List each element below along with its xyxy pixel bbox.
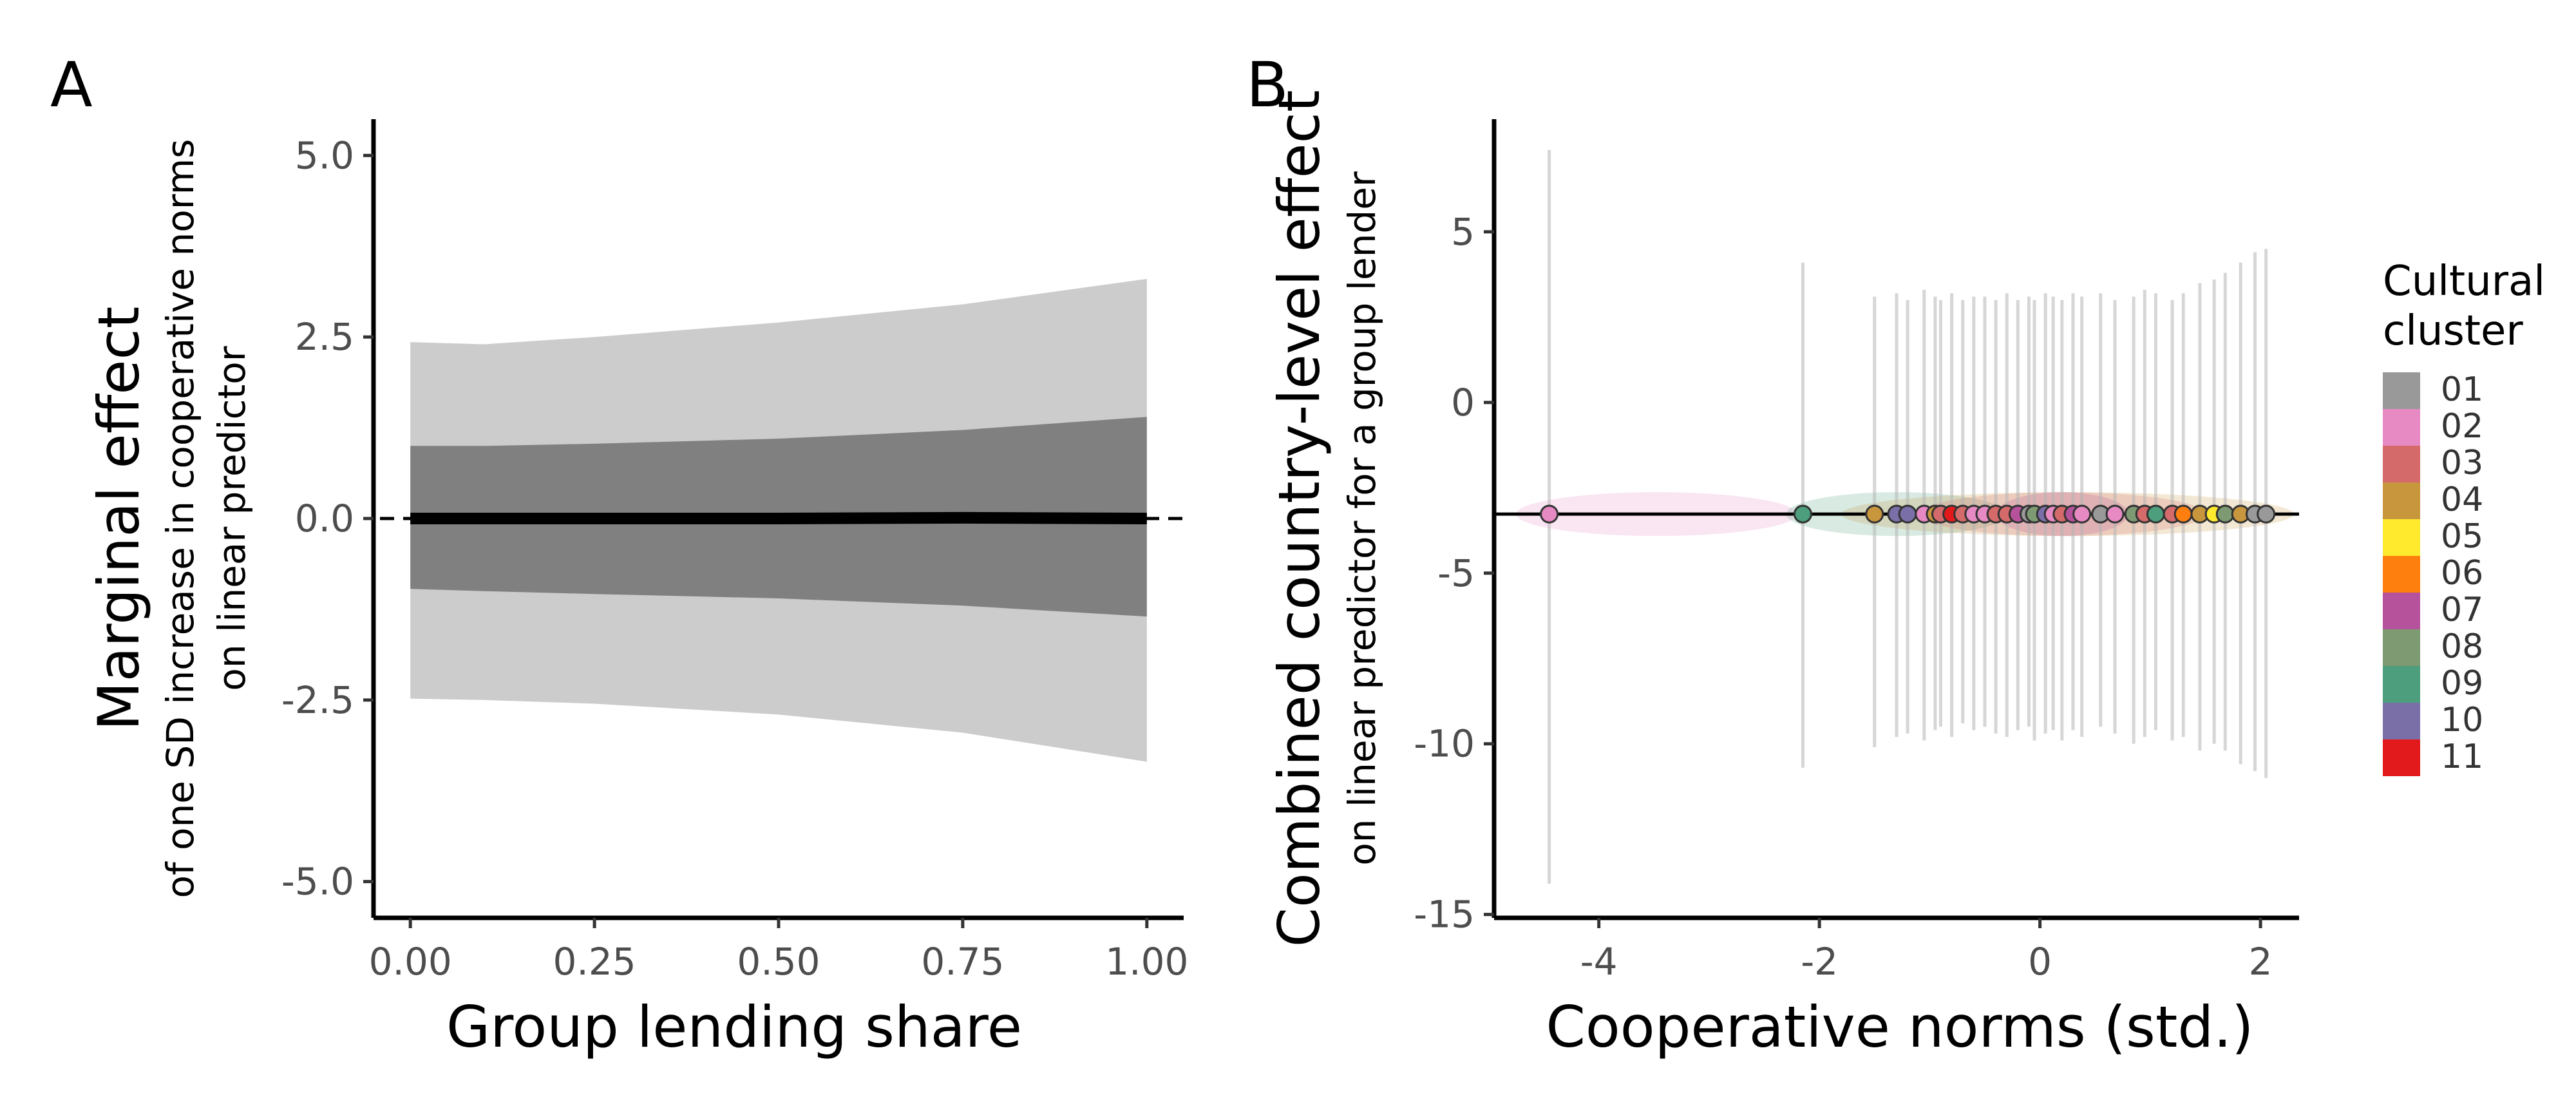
- legend-label-10: 10: [2441, 701, 2483, 739]
- panel-b-x-axis-title: Cooperative norms (std.): [1546, 994, 2253, 1060]
- panel-a-y-axis-subtitle-1: of one SD increase in cooperative norms: [158, 139, 202, 899]
- y-tick-label: -2.5: [281, 678, 354, 722]
- panel-a-x-ticks: 0.00 0.25 0.50 0.75 1.00: [369, 918, 1188, 984]
- panel-a-y-axis-subtitle-2: on linear predictor: [210, 346, 254, 690]
- panel-a-y-ticks: -5.0 -2.5 0.0 2.5 5.0: [281, 133, 374, 904]
- country-point: [2072, 504, 2092, 524]
- legend-label-06: 06: [2441, 554, 2483, 593]
- legend-swatch-10: [2383, 703, 2420, 739]
- legend-label-07: 07: [2441, 591, 2483, 629]
- panel-a-x-axis-title: Group lending share: [446, 994, 1022, 1060]
- legend-swatch-03: [2383, 446, 2420, 482]
- legend-label-11: 11: [2441, 738, 2483, 776]
- legend-title-line-1: Cultural: [2383, 258, 2545, 305]
- x-tick-label: 2: [2249, 940, 2273, 984]
- country-point: [1540, 504, 1559, 524]
- legend-swatch-04: [2383, 482, 2420, 519]
- panel-a: A -5.0 -2.5 0.0 2.5 5.0 0.00 0.25 0.50 0.75 1.00…: [50, 49, 1188, 1060]
- legend-swatch-05: [2383, 519, 2420, 556]
- panel-b-y-ticks: -15 -10 -5 0 5: [1414, 210, 1494, 937]
- legend-swatch-06: [2383, 556, 2420, 593]
- legend-label-04: 04: [2441, 481, 2483, 519]
- legend-swatch-07: [2383, 593, 2420, 629]
- x-tick-label: -4: [1580, 940, 1618, 984]
- panel-b-x-ticks: -4 -2 0 2: [1580, 918, 2273, 984]
- country-point: [1898, 504, 1917, 524]
- country-point: [2146, 504, 2165, 524]
- panel-b-y-axis-subtitle: on linear predictor for a group lender: [1340, 171, 1384, 866]
- legend-label-03: 03: [2441, 444, 2483, 482]
- country-point: [2257, 504, 2276, 524]
- legend-swatch-01: [2383, 372, 2420, 409]
- x-tick-label: 1.00: [1105, 940, 1188, 984]
- marginal-effect-line: [410, 511, 1147, 524]
- x-tick-label: -2: [1801, 940, 1838, 984]
- country-point: [1793, 504, 1812, 524]
- legend-label-02: 02: [2441, 407, 2483, 446]
- panel-b-tag: B: [1246, 49, 1289, 121]
- y-tick-label: -5.0: [281, 860, 354, 904]
- y-tick-label: -5: [1437, 551, 1475, 595]
- y-tick-label: 0.0: [295, 497, 354, 540]
- country-point: [2215, 504, 2235, 524]
- country-point: [2105, 504, 2125, 524]
- legend-label-09: 09: [2441, 664, 2483, 703]
- legend-swatch-08: [2383, 629, 2420, 666]
- country-point: [2174, 504, 2193, 524]
- y-tick-label: 5: [1451, 210, 1475, 254]
- country-points: [1540, 504, 2276, 524]
- y-tick-label: 0: [1451, 381, 1475, 424]
- panel-a-y-axis-title: Marginal effect: [86, 307, 152, 731]
- legend-swatch-02: [2383, 409, 2420, 446]
- x-tick-label: 0.25: [553, 940, 636, 984]
- country-point: [1865, 504, 1884, 524]
- legend-label-05: 05: [2441, 517, 2483, 556]
- legend-label-01: 01: [2441, 370, 2483, 409]
- panel-a-tag: A: [50, 49, 93, 121]
- y-tick-label: -15: [1414, 893, 1475, 937]
- y-tick-label: -10: [1414, 722, 1475, 766]
- legend-title-line-2: cluster: [2383, 307, 2523, 355]
- legend-label-08: 08: [2441, 627, 2483, 666]
- legend-swatch-09: [2383, 666, 2420, 703]
- y-tick-label: 5.0: [295, 133, 354, 177]
- x-tick-label: 0: [2028, 940, 2052, 984]
- x-tick-label: 0.50: [737, 940, 820, 984]
- x-tick-label: 0.75: [921, 940, 1004, 984]
- legend-swatch-11: [2383, 739, 2420, 776]
- panel-b: B -15 -10 -5 0 5 -4 -2 0 2 Cooperative norms (s…: [1246, 49, 2299, 1060]
- panel-b-y-axis-title: Combined country-level effect: [1266, 90, 1332, 947]
- y-tick-label: 2.5: [295, 315, 354, 359]
- x-tick-label: 0.00: [369, 940, 452, 984]
